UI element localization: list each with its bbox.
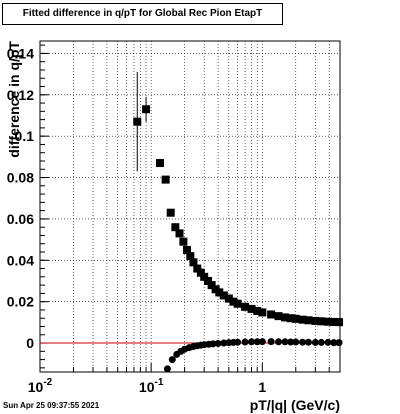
data-point-square xyxy=(182,245,191,254)
data-point-square xyxy=(335,318,344,327)
x-tick-label: 10-1 xyxy=(139,377,164,395)
plot-frame xyxy=(39,40,341,373)
data-point-square xyxy=(207,281,216,290)
data-point-square xyxy=(241,302,250,311)
y-axis-title: difference in q/pT xyxy=(6,41,22,158)
data-point-square xyxy=(155,159,164,168)
data-point-circle xyxy=(287,338,295,346)
data-point-square xyxy=(186,252,195,261)
data-point-circle xyxy=(292,338,300,346)
data-point-square xyxy=(171,223,180,232)
y-tick-label: 0.04 xyxy=(7,252,34,268)
data-point-square xyxy=(229,297,238,306)
data-point-square xyxy=(258,308,267,317)
data-point-square xyxy=(324,317,333,326)
data-point-circle xyxy=(241,338,249,346)
data-point-square xyxy=(317,317,326,326)
data-point-square xyxy=(175,229,184,238)
data-point-circle xyxy=(253,338,261,346)
data-point-circle xyxy=(248,338,256,346)
data-point-circle xyxy=(220,339,228,347)
data-point-circle xyxy=(209,340,217,348)
data-point-square xyxy=(204,276,213,285)
data-point-circle xyxy=(324,338,332,346)
x-axis-title: pT/|q| (GeV/c) xyxy=(250,397,340,413)
data-point-circle xyxy=(168,356,176,364)
data-point-square xyxy=(142,105,151,114)
data-point-circle xyxy=(317,338,325,346)
labels-layer: 0 0.02 0.04 0.06 0.08 0.1 0.12 0.14 10-2 10-1 1 pT/… xyxy=(6,41,340,413)
data-point-square xyxy=(286,314,295,323)
data-point-circle xyxy=(281,338,289,346)
data-point-square xyxy=(219,291,228,300)
data-point-circle xyxy=(335,339,343,347)
data-point-circle xyxy=(299,338,307,346)
y-tick-label: 0.08 xyxy=(7,170,34,186)
timestamp: Sun Apr 25 09:37:55 2021 xyxy=(3,401,100,410)
data-point-circle xyxy=(275,338,283,346)
data-point-square xyxy=(311,316,320,325)
data-point-square xyxy=(298,315,307,324)
data-point-square xyxy=(247,304,256,313)
series-layer xyxy=(133,72,344,373)
data-point-square xyxy=(253,306,262,315)
data-point-square xyxy=(189,258,198,267)
y-tick-label: 0.12 xyxy=(7,87,34,103)
y-tick-label: 0.1 xyxy=(15,128,35,144)
x-tick-label: 10-2 xyxy=(28,377,53,395)
data-point-square xyxy=(161,175,170,184)
data-point-square xyxy=(133,117,142,126)
data-point-circle xyxy=(163,365,171,373)
x-tick-label: 1 xyxy=(258,379,266,395)
y-tick-label: 0 xyxy=(26,335,34,351)
data-point-circle xyxy=(234,338,242,346)
data-point-square xyxy=(224,294,233,303)
data-point-square xyxy=(193,264,202,273)
ticks-layer xyxy=(39,44,341,372)
data-point-square xyxy=(274,312,283,321)
data-point-square xyxy=(196,268,205,277)
data-point-circle xyxy=(311,338,319,346)
data-point-circle xyxy=(214,339,222,347)
chart-title: Fitted difference in q/pT for Global Rec… xyxy=(2,3,283,25)
data-point-square xyxy=(267,310,276,319)
data-point-square xyxy=(179,237,188,246)
data-point-square xyxy=(291,314,300,323)
data-point-square xyxy=(200,272,209,281)
data-point-circle xyxy=(330,339,338,347)
data-point-square xyxy=(215,288,224,297)
y-tick-label: 0.14 xyxy=(7,45,34,61)
data-point-square xyxy=(280,313,289,322)
data-point-circle xyxy=(304,338,312,346)
data-point-square xyxy=(166,208,175,217)
data-point-circle xyxy=(267,338,275,346)
data-point-circle xyxy=(258,338,266,346)
data-point-square xyxy=(304,316,313,325)
data-point-square xyxy=(329,317,338,326)
y-tick-label: 0.02 xyxy=(7,294,34,310)
y-tick-label: 0.06 xyxy=(7,211,34,227)
data-point-square xyxy=(233,299,242,308)
